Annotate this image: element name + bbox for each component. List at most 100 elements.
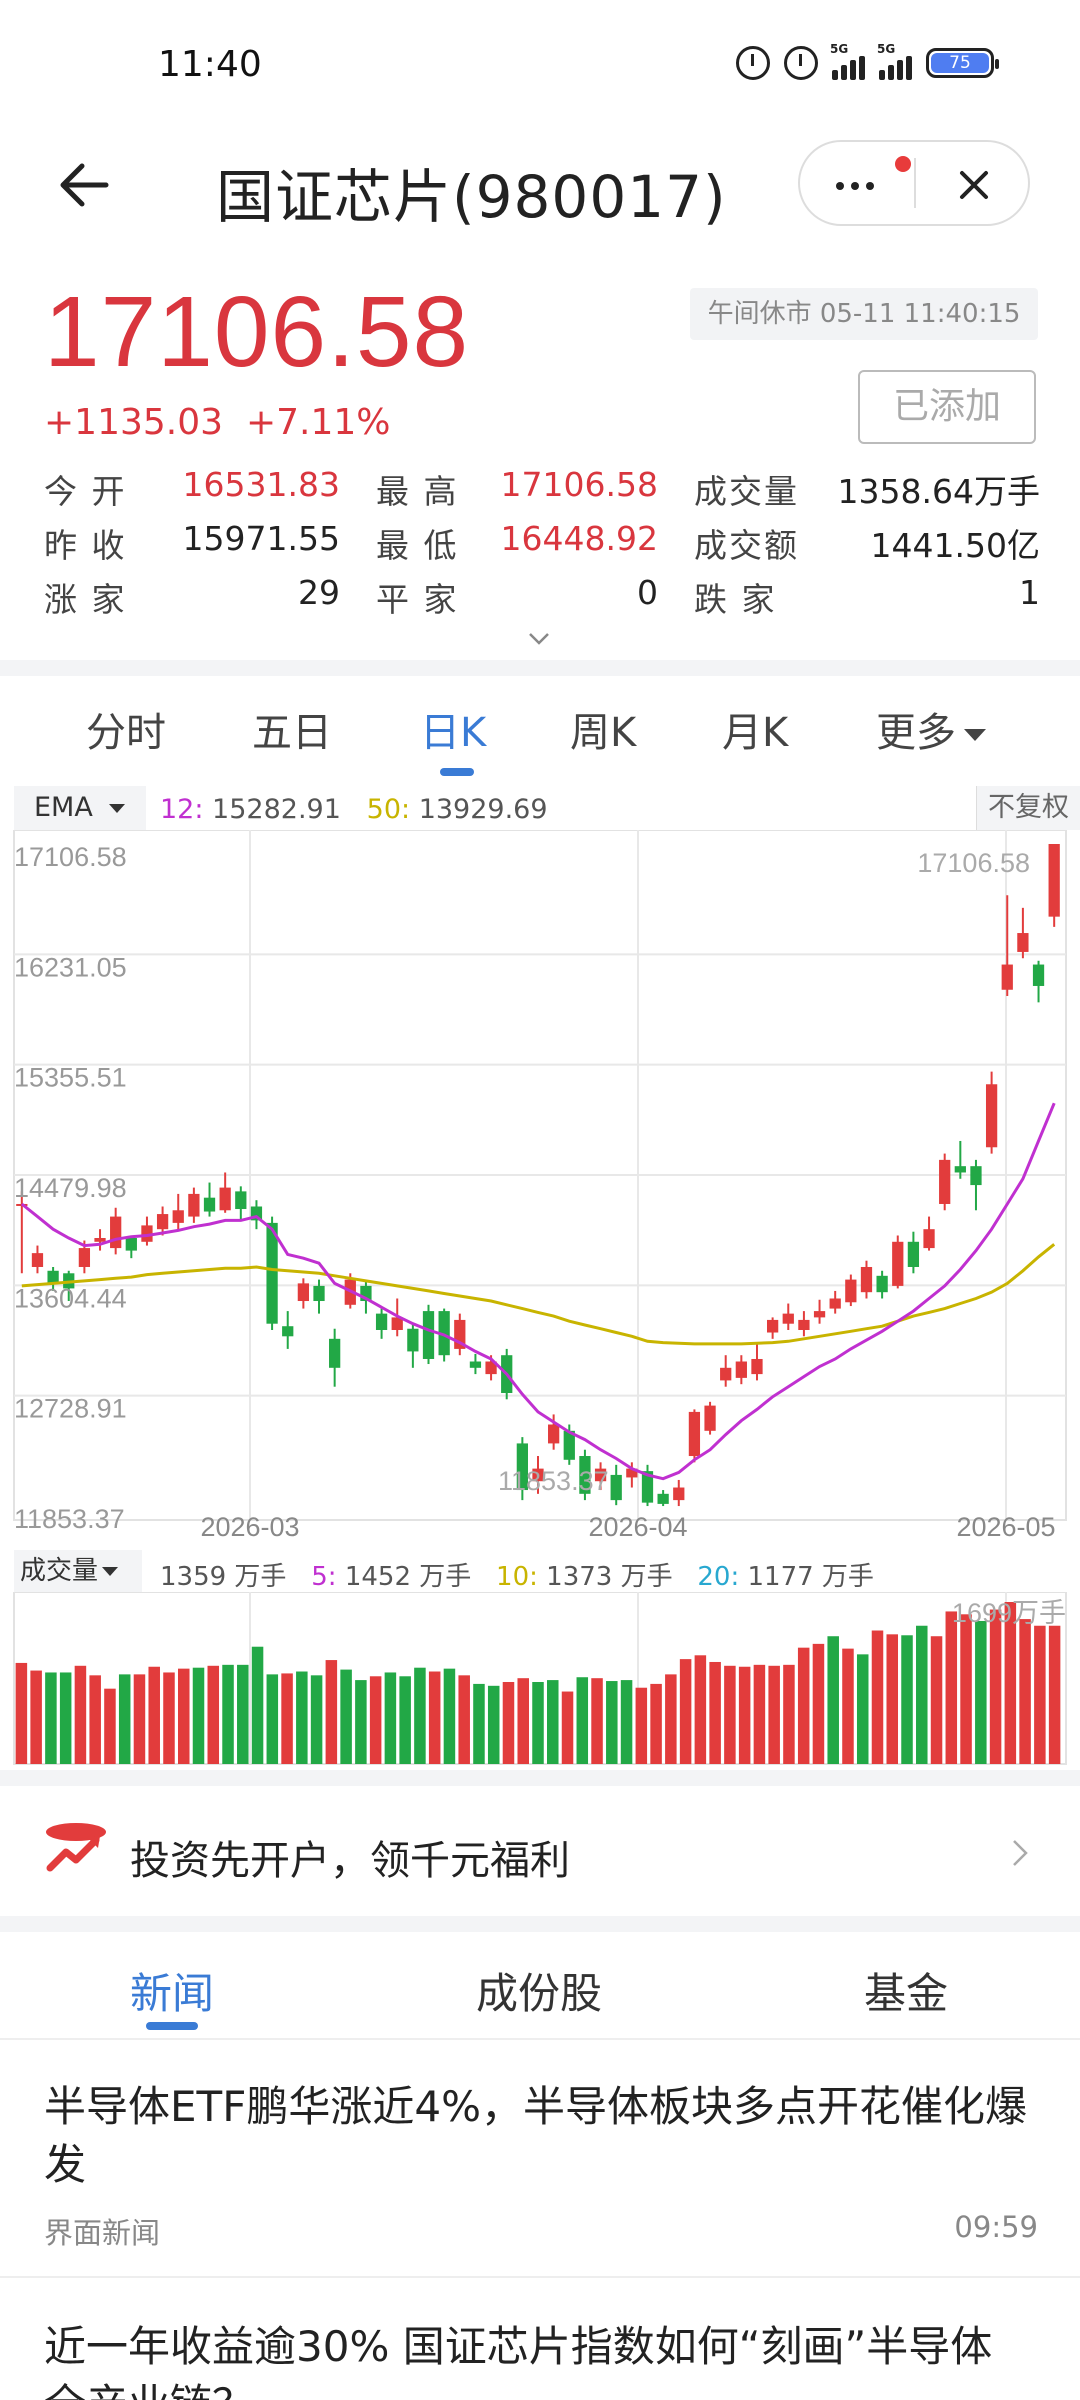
y-tick-label: 13604.44: [14, 1283, 127, 1313]
tab-more[interactable]: 更多: [876, 700, 986, 758]
candlestick-chart[interactable]: 17106.58 16231.05 15355.51 14479.98 13604.44…: [0, 830, 1080, 1550]
candle-body: [673, 1487, 685, 1501]
close-button[interactable]: [916, 142, 1028, 224]
candle-body: [78, 1248, 91, 1267]
stat-label: 平 家: [376, 580, 459, 619]
stat-label: 最 低: [376, 526, 459, 565]
more-button[interactable]: [800, 142, 914, 224]
tab-monthly-k[interactable]: 月K: [722, 710, 789, 756]
signal-tag-2: 5G: [877, 42, 896, 56]
stat-value-turnover: 1441.50亿: [870, 526, 1040, 565]
stat-value-decliners: 1: [1019, 573, 1040, 612]
candle-body: [626, 1468, 638, 1478]
vol-ma10-value: 1373 万手: [546, 1562, 673, 1592]
max-volume-label: 1699万手: [952, 1598, 1066, 1628]
volume-bar: [620, 1680, 633, 1764]
candle-body: [1001, 964, 1013, 990]
ema50-value: 13929.69: [418, 794, 548, 825]
page-title: 国证芯片(980017): [216, 163, 727, 231]
tab-daily-k[interactable]: 日K: [420, 710, 487, 756]
volume-bar: [753, 1664, 766, 1764]
candle-body: [845, 1279, 857, 1303]
stat-value-open: 16531.83: [182, 465, 340, 504]
candle-body: [110, 1216, 122, 1249]
volume-bar: [251, 1646, 264, 1764]
volume-bar: [296, 1671, 308, 1764]
volume-bar: [1034, 1625, 1046, 1764]
candle-body: [219, 1187, 231, 1211]
news-item[interactable]: 半导体ETF鹏华涨近4%，半导体板块多点开花催化爆发 界面新闻 09:59: [0, 2040, 1080, 2280]
y-tick-label: 17106.58: [14, 842, 127, 872]
volume-bar: [473, 1683, 485, 1764]
back-arrow-icon[interactable]: [50, 150, 120, 220]
vol-ma5-label: 5:: [311, 1562, 337, 1592]
section-gap: [0, 1770, 1080, 1786]
volume-bar: [325, 1660, 338, 1764]
volume-bar: [222, 1664, 234, 1764]
volume-bar: [89, 1675, 101, 1764]
added-watchlist-button[interactable]: 已添加: [858, 370, 1036, 444]
candle-body: [1017, 933, 1029, 952]
period-tabs: 分时 五日 日K 周K 月K 更多: [0, 676, 1080, 784]
tab-constituents[interactable]: 成份股: [476, 1969, 603, 2018]
volume-bar: [871, 1630, 884, 1764]
tab-funds[interactable]: 基金: [864, 1969, 949, 2018]
x-tick-label: 2026-03: [200, 1512, 299, 1542]
volume-selector[interactable]: 成交量: [14, 1550, 142, 1592]
volume-bar: [133, 1674, 146, 1764]
indicator-bar: EMA 12: 15282.91 50: 13929.69 不复权: [0, 786, 1080, 830]
stats-grid: 今 开 16531.83 最 高 17106.58 成交量 1358.64万手 昨 收…: [44, 462, 1040, 624]
candle-body: [923, 1229, 935, 1249]
tab-five-day[interactable]: 五日: [252, 710, 332, 756]
promo-banner[interactable]: 投资先开户，领千元福利: [0, 1786, 1080, 1916]
alarm-icon: [736, 46, 770, 80]
active-tab-indicator: [440, 768, 474, 776]
volume-label: 成交量: [20, 1556, 99, 1586]
volume-bar: [679, 1659, 692, 1764]
battery-icon: 75: [926, 48, 999, 78]
candle-body: [469, 1361, 482, 1368]
volume-chart[interactable]: 1699万手: [0, 1592, 1080, 1766]
volume-bar: [709, 1661, 721, 1764]
candle-body: [751, 1358, 763, 1375]
list-divider: [0, 2276, 1080, 2278]
volume-current: 1359 万手: [160, 1562, 287, 1592]
stats-row: 涨 家 29 平 家 0 跌 家 1: [44, 570, 1040, 624]
tab-news[interactable]: 新闻: [130, 1969, 215, 2018]
volume-bar: [916, 1625, 928, 1764]
expand-chevron-icon[interactable]: [526, 625, 552, 651]
volume-bar: [177, 1668, 190, 1764]
volume-bar: [606, 1681, 618, 1764]
indicator-selector[interactable]: EMA: [14, 786, 146, 830]
dropdown-caret-icon: [109, 804, 126, 813]
volume-bar: [148, 1666, 160, 1764]
tab-intraday[interactable]: 分时: [86, 710, 166, 756]
chevron-right-icon: [1013, 1840, 1028, 1866]
volume-bar: [576, 1677, 589, 1764]
adjust-toggle[interactable]: 不复权: [976, 786, 1080, 830]
active-tab-indicator: [146, 2022, 198, 2030]
candle-body: [641, 1471, 654, 1503]
ema12-label: 12:: [160, 794, 204, 825]
volume-bar: [487, 1685, 500, 1764]
capsule-divider: [914, 158, 916, 208]
volume-bar: [281, 1673, 293, 1764]
stat-value-high: 17106.58: [500, 465, 658, 504]
volume-bar: [59, 1672, 72, 1764]
volume-bar: [547, 1680, 559, 1764]
tab-more-label: 更多: [876, 710, 956, 756]
news-item[interactable]: 近一年收益逾30% 国证芯片指数如何“刻画”半导体全产业链？: [0, 2280, 1080, 2400]
news-title: 半导体ETF鹏华涨近4%，半导体板块多点开花催化爆发: [44, 2082, 1027, 2189]
tencent-logo-icon: [46, 1823, 106, 1872]
hd-icon: [784, 46, 818, 80]
tab-weekly-k[interactable]: 周K: [570, 710, 637, 756]
status-icons: 5G 5G 75: [736, 42, 999, 80]
stat-value-low: 16448.92: [500, 519, 658, 558]
candle-body: [610, 1474, 622, 1501]
promo-text: 投资先开户，领千元福利: [130, 1838, 570, 1884]
volume-bar: [1004, 1602, 1017, 1764]
candle-body: [970, 1166, 982, 1186]
signal-icon-2: 5G: [877, 42, 912, 80]
section-gap: [0, 1916, 1080, 1932]
volume-bar: [384, 1672, 397, 1764]
